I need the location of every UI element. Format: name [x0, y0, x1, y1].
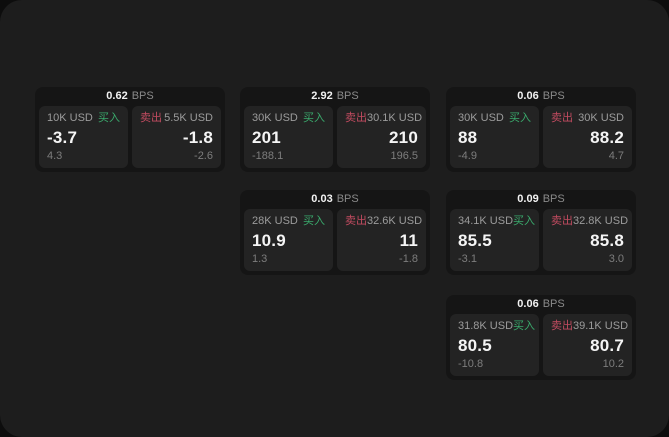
sell-amount: 30.1K USD [367, 112, 423, 124]
quote-card: 0.03 BPS 28K USD 买入 10.9 1.3 卖出 32.6K US… [240, 190, 430, 275]
buy-side-label: 买入 [513, 215, 536, 227]
quote-panels: 30K USD 买入 201 -188.1 卖出 30.1K USD 210 1… [240, 106, 430, 172]
sell-sub-value: 196.5 [390, 150, 418, 162]
sell-side-label: 卖出 [345, 215, 367, 227]
bps-unit: BPS [542, 90, 565, 102]
buy-side-label: 买入 [303, 215, 325, 227]
card-header: 0.62 BPS [35, 87, 225, 106]
sell-sub-value: 4.7 [608, 150, 624, 162]
buy-amount: 31.8K USD [458, 320, 514, 332]
buy-amount: 10K USD [47, 112, 93, 124]
sell-sub-value: 3.0 [608, 253, 624, 265]
sell-price: 210 [389, 128, 418, 147]
buy-side-label: 买入 [98, 112, 120, 124]
quote-card: 0.06 BPS 31.8K USD 买入 80.5 -10.8 卖出 39.1… [446, 295, 636, 380]
buy-panel[interactable]: 30K USD 买入 88 -4.9 [450, 106, 539, 168]
buy-panel[interactable]: 30K USD 买入 201 -188.1 [244, 106, 333, 168]
quote-card: 0.06 BPS 30K USD 买入 88 -4.9 卖出 30K USD 8… [446, 87, 636, 172]
sell-side-label: 卖出 [140, 112, 162, 124]
sell-amount: 32.6K USD [367, 215, 423, 227]
bps-unit: BPS [336, 90, 359, 102]
sell-sub-value: -1.8 [399, 253, 418, 265]
quote-panels: 30K USD 买入 88 -4.9 卖出 30K USD 88.2 4.7 [446, 106, 636, 172]
buy-panel[interactable]: 28K USD 买入 10.9 1.3 [244, 209, 333, 271]
buy-panel[interactable]: 34.1K USD 买入 85.5 -3.1 [450, 209, 539, 271]
sell-panel[interactable]: 卖出 32.8K USD 85.8 3.0 [543, 209, 632, 271]
buy-price: 80.5 [458, 336, 492, 355]
card-header: 0.03 BPS [240, 190, 430, 209]
sell-amount: 32.8K USD [573, 215, 629, 227]
bps-unit: BPS [336, 193, 359, 205]
sell-sub-value: 10.2 [602, 358, 624, 370]
buy-panel[interactable]: 31.8K USD 买入 80.5 -10.8 [450, 314, 539, 376]
bps-unit: BPS [542, 298, 565, 310]
buy-sub-value: -188.1 [252, 150, 284, 162]
buy-amount: 28K USD [252, 215, 298, 227]
sell-panel[interactable]: 卖出 5.5K USD -1.8 -2.6 [132, 106, 221, 168]
card-header: 0.06 BPS [446, 87, 636, 106]
sell-side-label: 卖出 [551, 215, 573, 227]
quote-panels: 10K USD 买入 -3.7 4.3 卖出 5.5K USD -1.8 -2.… [35, 106, 225, 172]
quote-panels: 28K USD 买入 10.9 1.3 卖出 32.6K USD 11 -1.8 [240, 209, 430, 275]
sell-amount: 30K USD [578, 112, 624, 124]
card-header: 0.06 BPS [446, 295, 636, 314]
sell-panel[interactable]: 卖出 39.1K USD 80.7 10.2 [543, 314, 632, 376]
buy-sub-value: 1.3 [252, 253, 268, 265]
quote-panels: 34.1K USD 买入 85.5 -3.1 卖出 32.8K USD 85.8… [446, 209, 636, 275]
buy-amount: 34.1K USD [458, 215, 514, 227]
buy-amount: 30K USD [458, 112, 504, 124]
sell-price: 88.2 [590, 128, 624, 147]
bps-value: 0.06 [517, 90, 539, 102]
sell-panel[interactable]: 卖出 30.1K USD 210 196.5 [337, 106, 426, 168]
buy-amount: 30K USD [252, 112, 298, 124]
buy-price: -3.7 [47, 128, 78, 147]
sell-price: 11 [399, 231, 418, 250]
sell-price: 85.8 [590, 231, 624, 250]
sell-panel[interactable]: 卖出 30K USD 88.2 4.7 [543, 106, 632, 168]
buy-price: 10.9 [252, 231, 286, 250]
sell-side-label: 卖出 [345, 112, 367, 124]
sell-amount: 39.1K USD [573, 320, 629, 332]
bps-value: 0.06 [517, 298, 539, 310]
quote-panels: 31.8K USD 买入 80.5 -10.8 卖出 39.1K USD 80.… [446, 314, 636, 380]
card-header: 2.92 BPS [240, 87, 430, 106]
buy-sub-value: -10.8 [458, 358, 484, 370]
buy-panel[interactable]: 10K USD 买入 -3.7 4.3 [39, 106, 128, 168]
sell-sub-value: -2.6 [194, 150, 213, 162]
buy-side-label: 买入 [509, 112, 531, 124]
sell-side-label: 卖出 [551, 320, 573, 332]
sell-price: -1.8 [182, 128, 213, 147]
buy-side-label: 买入 [303, 112, 325, 124]
quote-card: 2.92 BPS 30K USD 买入 201 -188.1 卖出 30.1K … [240, 87, 430, 172]
bps-value: 2.92 [311, 90, 333, 102]
quote-card: 0.62 BPS 10K USD 买入 -3.7 4.3 卖出 5.5K USD… [35, 87, 225, 172]
bps-value: 0.62 [106, 90, 128, 102]
bps-unit: BPS [131, 90, 154, 102]
bps-value: 0.09 [517, 193, 539, 205]
buy-sub-value: -3.1 [458, 253, 477, 265]
sell-amount: 5.5K USD [164, 112, 213, 124]
buy-price: 88 [458, 128, 478, 147]
buy-price: 201 [252, 128, 281, 147]
sell-price: 80.7 [590, 336, 624, 355]
quote-card: 0.09 BPS 34.1K USD 买入 85.5 -3.1 卖出 32.8K… [446, 190, 636, 275]
sell-side-label: 卖出 [551, 112, 573, 124]
buy-price: 85.5 [458, 231, 492, 250]
sell-panel[interactable]: 卖出 32.6K USD 11 -1.8 [337, 209, 426, 271]
buy-side-label: 买入 [513, 320, 536, 332]
bps-value: 0.03 [311, 193, 333, 205]
buy-sub-value: -4.9 [458, 150, 477, 162]
buy-sub-value: 4.3 [47, 150, 63, 162]
bps-unit: BPS [542, 193, 565, 205]
card-header: 0.09 BPS [446, 190, 636, 209]
